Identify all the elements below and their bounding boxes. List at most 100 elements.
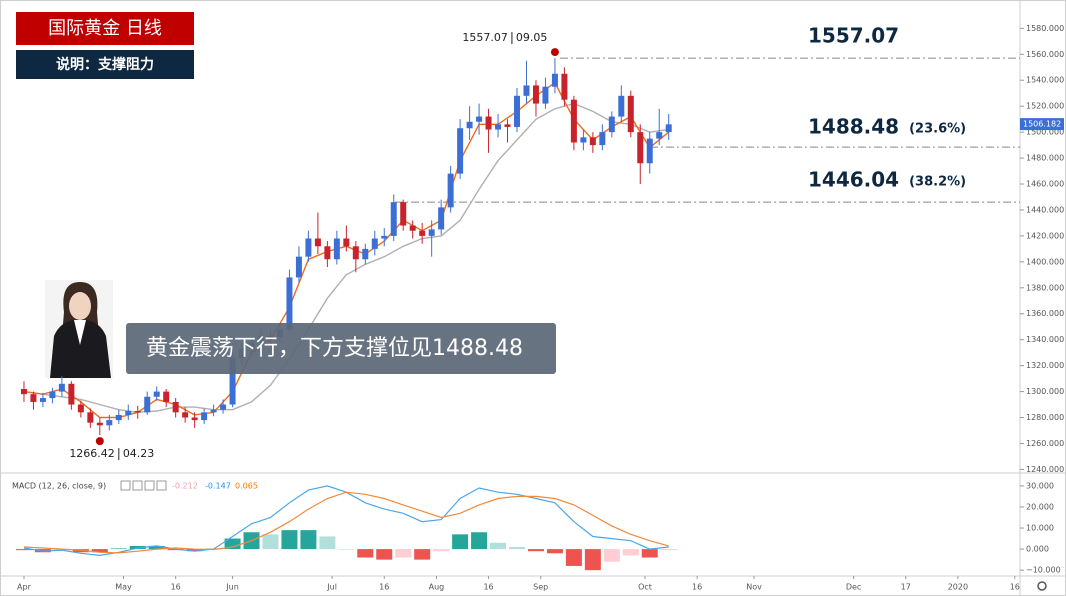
title-box [16,12,194,45]
histogram-bar [224,538,241,550]
x-tick-label: 16 [1010,583,1020,592]
candle-body [144,396,151,413]
candle-body [163,391,170,402]
histogram-bar [509,546,526,550]
candle-body [381,235,388,239]
candle-body [352,246,359,260]
candle-body [20,388,27,395]
candle-body [608,116,615,133]
candle-body [409,225,416,231]
histogram-bar [660,549,677,551]
y-tick-label: 1380.000 [1026,283,1064,292]
level-label: 1557.07 [808,24,899,48]
candle-body [580,137,587,143]
histogram-bar [186,549,203,552]
y-tick-label: 20.000 [1026,502,1054,511]
candle-body [87,412,94,423]
candle-body [96,422,103,426]
icon [144,480,155,491]
x-tick-label: 16 [692,583,702,592]
y-tick-label: 1320.000 [1026,361,1064,370]
x-tick-label: Apr [17,583,32,592]
candle-body [551,73,558,87]
candle-body [191,417,198,421]
last-price-box [1020,118,1064,131]
candle-body [476,116,483,122]
settings-icon[interactable] [1037,581,1047,591]
extreme-date: 09.05 [516,31,548,44]
candle-body [504,124,511,127]
level-label: 1488.48 [808,115,899,139]
candle-body [485,116,492,130]
histogram-bar [527,549,544,552]
y-tick-label: 1240.000 [1026,465,1064,474]
x-tick-label: May [115,583,132,592]
presenter [45,280,113,378]
histogram-bar [452,534,469,550]
x-tick-label: 16 [379,583,389,592]
candle-body [220,404,227,410]
y-tick-label: 1400.000 [1026,257,1064,266]
y-tick-label: 1460.000 [1026,180,1064,189]
candle-body [115,414,122,421]
x-tick-label: 2020 [948,583,968,592]
macd-line [23,491,669,554]
histogram-bar [395,549,412,558]
level-label: 1446.04 [808,168,899,192]
candle-body [618,95,625,117]
candle-body [134,411,141,413]
extreme-value: 1266.42 [69,447,115,460]
candle-body [447,173,454,208]
y-tick-label: 1260.000 [1026,439,1064,448]
annotation-box [126,323,556,374]
candle-body [68,383,75,405]
candle-body [400,202,407,226]
histogram-bar [148,545,165,550]
candle-body [77,404,84,413]
x-tick-label: Oct [638,583,652,592]
candle-body [390,202,397,236]
y-tick-label: 30.000 [1026,481,1054,490]
moving-average [23,102,669,414]
candle-body [665,124,672,133]
candle-body [419,230,426,236]
candle-body [627,95,634,133]
candle-body [324,246,331,260]
candle-body [656,132,663,139]
extreme-value: 1557.07 [462,31,508,44]
candle-body [457,128,464,174]
histogram-bar [641,549,658,558]
histogram-bar [281,530,298,550]
level-note: (38.2%) [909,175,966,190]
y-tick-label: 0.000 [1026,545,1049,554]
macd-icons [120,480,167,491]
y-tick-label: 1480.000 [1026,154,1064,163]
histogram-bar [433,549,450,552]
icon [156,480,167,491]
candle-body [153,391,160,397]
candle-body [314,238,321,247]
histogram-bar [262,534,279,550]
y-tick-label: 1580.000 [1026,24,1064,33]
suit [50,320,111,378]
candle-body [570,99,577,143]
candle-body [39,398,46,402]
y-tick-label: 1560.000 [1026,50,1064,59]
histogram-bar [357,549,374,558]
histogram-bar [584,549,601,571]
histogram-bar [414,549,431,560]
macd-readout: -0.212 [172,482,198,491]
subtitle: 说明：支撑阻力 [56,56,154,73]
candle-body [125,411,132,415]
candle-body [466,121,473,129]
candle-body [58,383,65,392]
x-tick-label: Jul [326,583,337,592]
macd-readout: 0.065 [235,482,258,491]
x-tick-label: Sep [533,583,548,592]
histogram-bar [565,549,582,566]
histogram-bar [376,549,393,560]
histogram-bar [338,549,355,550]
histogram-bar [319,536,336,550]
level-note: (23.6%) [909,122,966,137]
candle-body [362,248,369,260]
